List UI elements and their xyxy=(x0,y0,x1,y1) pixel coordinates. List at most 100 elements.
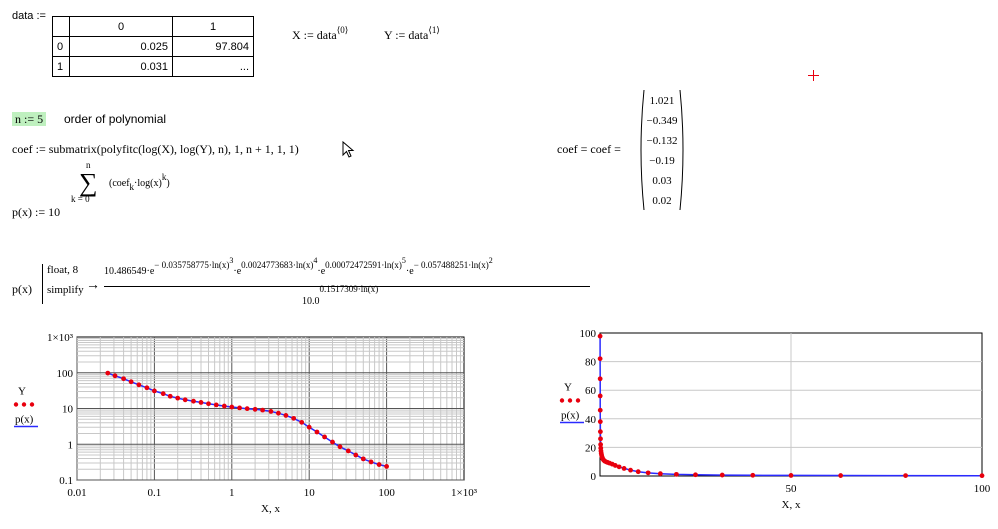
exp-term-4-power: 2 xyxy=(488,256,493,265)
data-point xyxy=(291,415,297,421)
data-point xyxy=(244,406,250,412)
row-index: 0 xyxy=(52,36,70,57)
table-row[interactable]: 1 0.031 ... xyxy=(52,56,254,77)
data-point xyxy=(175,395,181,401)
data-point xyxy=(838,473,844,478)
data-point xyxy=(674,471,679,477)
data-label: data := xyxy=(12,10,46,22)
legend-dot xyxy=(567,398,573,403)
x-tick-label: 1 xyxy=(229,487,235,499)
data-point xyxy=(345,448,351,454)
legend-dot xyxy=(29,402,35,407)
data-point xyxy=(128,379,134,385)
row-index: 1 xyxy=(52,56,70,77)
sum-body-rest: ·log(x) xyxy=(134,178,162,189)
exp-mult-2: ·e xyxy=(233,266,242,277)
data-point xyxy=(167,393,173,399)
exp-mult-3: ·e xyxy=(317,266,326,277)
table-cell[interactable]: ... xyxy=(172,56,254,77)
legend-dot xyxy=(575,398,581,403)
denominator-text: 10.0 xyxy=(302,296,320,307)
data-point xyxy=(360,456,366,462)
denominator: 10.0 0.1517309·ln(x) xyxy=(302,284,378,307)
data-point xyxy=(628,467,633,473)
y-tick-label: 0 xyxy=(591,471,597,483)
y-tick-label: 60 xyxy=(585,385,597,397)
keyword-bar xyxy=(42,264,43,304)
y-tick-label: 20 xyxy=(585,442,597,454)
x-tick-label: 0.1 xyxy=(148,487,162,499)
data-point xyxy=(657,471,663,477)
data-point xyxy=(237,405,242,411)
data-point xyxy=(612,463,618,468)
data-point xyxy=(105,370,111,376)
linear-chart[interactable]: 50 100 0 20 40 60 80 100 X, x Yp(x) xyxy=(500,320,998,529)
data-point xyxy=(903,473,908,479)
data-point xyxy=(229,404,235,410)
table-row[interactable]: 0 0.025 97.804 xyxy=(52,36,254,57)
crosshair-icon xyxy=(808,70,819,81)
exp-term-1: − 0.035758775·ln(x) xyxy=(154,260,230,270)
data-point xyxy=(693,472,698,478)
sum-lower-limit: k = 0 xyxy=(71,194,90,204)
data-point xyxy=(121,376,126,382)
sum-upper-limit: n xyxy=(86,160,91,170)
data-point xyxy=(635,469,641,475)
legend-label-y: Y xyxy=(564,382,572,394)
data-point xyxy=(719,472,725,478)
exp-mult-4: ·e xyxy=(405,266,414,277)
sum-body-close: ) xyxy=(166,178,170,189)
data-point xyxy=(597,356,603,362)
table-cell[interactable]: 97.804 xyxy=(172,36,254,57)
data-point xyxy=(353,452,359,458)
y-tick-label: 100 xyxy=(580,328,597,340)
symbolic-lhs[interactable]: p(x) xyxy=(12,282,32,296)
data-point xyxy=(376,462,382,467)
data-point xyxy=(330,439,335,445)
n-def-text: n := 5 xyxy=(12,112,47,126)
exp-term-2: 0.0024773683·ln(x) xyxy=(241,260,314,270)
data-point xyxy=(182,397,188,403)
matrix-value: 0.02 xyxy=(652,195,672,207)
x-def-superscript: ⟨0⟩ xyxy=(336,25,349,35)
x-def-text: X := data xyxy=(292,28,337,42)
x-axis-label: X, x xyxy=(782,499,801,511)
data-point xyxy=(252,406,258,412)
coef-evaluation[interactable]: coef = coef = xyxy=(557,142,621,156)
y-tick-label: 1 xyxy=(68,439,74,451)
data-point xyxy=(144,385,150,391)
x-tick-label: 50 xyxy=(786,483,798,495)
right-paren-icon xyxy=(679,89,684,211)
legend-label-p: p(x) xyxy=(15,414,34,426)
legend-label-y: Y xyxy=(18,386,26,398)
data-point xyxy=(616,464,622,470)
x-tick-label: 1×10³ xyxy=(451,487,478,499)
table-cell[interactable]: 0.025 xyxy=(69,36,173,57)
n-definition[interactable]: n := 5 xyxy=(12,112,47,127)
legend-dot xyxy=(559,398,565,403)
data-point xyxy=(152,388,157,394)
y-definition[interactable]: Y := data⟨1⟩ xyxy=(384,25,440,43)
coef-definition[interactable]: coef := submatrix(polyfitc(log(X), log(Y… xyxy=(12,142,299,156)
data-point xyxy=(597,333,603,339)
evaluation-arrow: → xyxy=(86,278,100,293)
x-tick-label: 100 xyxy=(974,483,991,495)
y-tick-label: 100 xyxy=(57,368,74,380)
sum-body-text: (coef xyxy=(109,178,130,189)
data-point xyxy=(160,391,166,397)
coef-result-matrix: 1.021 −0.349 −0.132 −0.19 0.03 0.02 xyxy=(637,89,687,211)
table-cell[interactable]: 0.031 xyxy=(69,56,173,77)
data-point xyxy=(979,473,985,479)
data-point xyxy=(275,410,281,416)
x-definition[interactable]: X := data⟨0⟩ xyxy=(292,25,349,43)
data-point xyxy=(788,473,794,478)
data-point xyxy=(337,444,343,450)
numerator: 10.486549·e− 0.035758775·ln(x)3·e0.00247… xyxy=(104,256,493,277)
matrix-value: −0.132 xyxy=(646,135,678,147)
p-definition[interactable]: p(x) := 10 xyxy=(12,205,60,220)
data-point xyxy=(268,408,274,414)
x-tick-label: 0.01 xyxy=(67,487,86,499)
data-matrix-table[interactable]: 0 1 0 0.025 97.804 1 0.031 ... xyxy=(52,16,254,77)
y-tick-label: 0.1 xyxy=(59,475,73,487)
